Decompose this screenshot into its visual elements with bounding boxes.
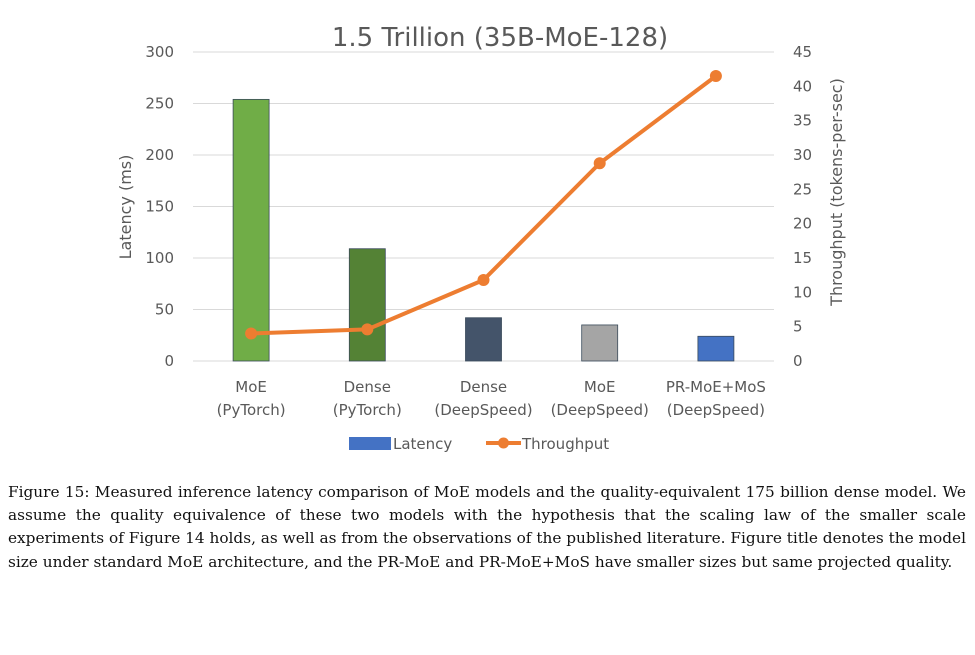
y-right-tick-label: 20 (793, 215, 812, 233)
y-right-tick-label: 30 (793, 146, 812, 164)
legend-latency-swatch (349, 437, 391, 450)
figure-caption: Figure 15: Measured inference latency co… (8, 483, 966, 571)
latency-bar (465, 317, 502, 362)
y-left-tick-label: 300 (145, 43, 174, 61)
throughput-point (245, 327, 258, 340)
throughput-point (361, 323, 374, 336)
legend-latency-label: Latency (393, 435, 452, 453)
y-right-tick-label: 35 (793, 112, 812, 130)
y-right-tick-label: 25 (793, 180, 812, 198)
latency-bar (232, 98, 270, 362)
y-right-tick-label: 45 (793, 43, 812, 61)
x-category-label: MoE (DeepSpeed) (551, 378, 649, 419)
throughput-point (593, 157, 606, 170)
legend: Latency Throughput (349, 435, 609, 453)
chart-area: 0 50 100 150 200 250 300 0 5 10 15 20 25 30 35 40 45 MoE(… (116, 23, 846, 453)
throughput-line (245, 70, 722, 340)
y-left-tick-label: 50 (155, 301, 174, 319)
y-right-tick-label: 0 (793, 352, 803, 370)
y-left-tick-label: 100 (145, 249, 174, 267)
latency-bar (581, 324, 619, 362)
legend-throughput-label: Throughput (521, 435, 609, 453)
x-category-label: PR-MoE+MoS (DeepSpeed) (666, 378, 766, 419)
y-right-tick-label: 40 (793, 77, 812, 95)
y-right-tick-label: 10 (793, 283, 812, 301)
legend-throughput-marker (498, 437, 509, 449)
y-right-tick-label: 15 (793, 249, 812, 267)
y-right-tick-label: 5 (793, 318, 803, 336)
x-category-label: Dense (PyTorch) (333, 378, 402, 419)
x-category-label: MoE (PyTorch) (217, 378, 286, 419)
latency-bars (232, 98, 735, 362)
latency-throughput-chart: 0 50 100 150 200 250 300 0 5 10 15 20 25 30 35 40 45 MoE(… (116, 23, 846, 453)
gridlines (193, 51, 774, 362)
latency-bar (348, 248, 386, 362)
throughput-polyline (251, 74, 718, 336)
y-left-tick-label: 250 (145, 95, 174, 113)
axes: 0 50 100 150 200 250 300 0 5 10 15 20 25 30 35 40 45 MoE(… (145, 43, 812, 419)
x-category-label: Dense (DeepSpeed) (434, 378, 532, 419)
y-axis-left-label: Latency (ms) (116, 155, 135, 260)
throughput-point (477, 273, 490, 286)
throughput-point (709, 70, 722, 83)
y-left-tick-label: 0 (164, 352, 174, 370)
y-left-tick-label: 200 (145, 146, 174, 164)
y-axis-right-label: Throughput (tokens-per-sec) (827, 78, 846, 307)
chart-title: 1.5 Trillion (35B-MoE-128) (332, 23, 668, 53)
y-left-tick-label: 150 (145, 198, 174, 216)
latency-bar (697, 335, 735, 362)
